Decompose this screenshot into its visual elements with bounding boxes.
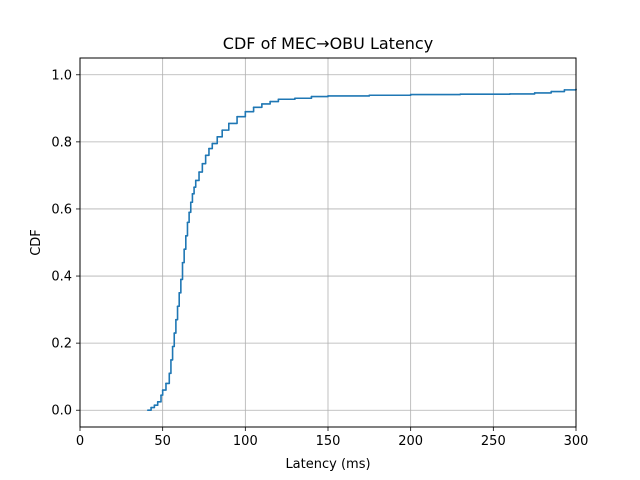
- x-tick-label: 200: [398, 434, 423, 449]
- y-tick-label: 0.8: [51, 135, 72, 150]
- cdf-data-point: [161, 389, 164, 391]
- cdf-data-point: [168, 372, 171, 375]
- cdf-data-point: [533, 92, 536, 94]
- cdf-data-point: [459, 93, 462, 96]
- x-axis-label: Latency (ms): [285, 457, 370, 472]
- cdf-data-point: [201, 162, 204, 165]
- cdf-data-point: [310, 95, 313, 98]
- cdf-data-point: [244, 110, 247, 113]
- x-tick-label: 150: [316, 434, 341, 449]
- cdf-data-point: [173, 332, 176, 334]
- cdf-data-point: [252, 106, 255, 109]
- cdf-data-point: [236, 115, 238, 118]
- cdf-data-point: [175, 318, 177, 321]
- cdf-data-point: [183, 248, 185, 251]
- grid-lines: [79, 58, 577, 427]
- cdf-data-point: [165, 382, 167, 385]
- y-tick-label: 0.4: [51, 270, 72, 285]
- x-tick-label: 250: [481, 434, 506, 449]
- cdf-data-point: [181, 261, 184, 264]
- cdf-data-point: [156, 401, 159, 403]
- cdf-data-point: [368, 94, 371, 97]
- cdf-data-point: [261, 103, 263, 105]
- cdf-data-point: [550, 90, 552, 93]
- axis-ticks: 0 50 100 150 200 250 300 0.0 0.2 0.4 0.6 0.8 1.0: [51, 68, 588, 449]
- cdf-data-point: [198, 171, 200, 173]
- cdf-data-point: [277, 98, 280, 101]
- cdf-data-point: [189, 201, 192, 204]
- x-tick-label: 0: [76, 434, 84, 449]
- y-tick-label: 0.0: [51, 404, 72, 419]
- cdf-data-point: [327, 95, 329, 97]
- y-tick-label: 0.6: [51, 202, 72, 217]
- cdf-data-point: [563, 89, 566, 91]
- cdf-data-point: [216, 136, 219, 138]
- cdf-data-point: [269, 100, 271, 103]
- plot-series: [146, 88, 577, 412]
- chart-title: CDF of MEC→OBU Latency: [223, 34, 433, 53]
- cdf-data-point: [185, 234, 187, 237]
- cdf-data-point: [409, 93, 412, 96]
- cdf-data-point: [170, 359, 172, 361]
- cdf-data-point: [188, 211, 190, 214]
- cdf-data-point: [208, 147, 210, 150]
- cdf-data-point: [176, 305, 179, 308]
- cdf-data-point: [186, 221, 189, 224]
- cdf-data-point: [509, 93, 511, 95]
- cdf-data-point: [228, 122, 230, 125]
- cdf-data-point: [193, 186, 195, 188]
- cdf-data-point: [204, 154, 207, 157]
- x-tick-label: 300: [564, 434, 589, 449]
- y-tick-label: 1.0: [51, 68, 72, 83]
- x-tick-label: 100: [233, 434, 258, 449]
- cdf-data-point: [191, 193, 194, 195]
- cdf-data-point: [211, 142, 214, 145]
- cdf-data-point: [150, 406, 152, 409]
- x-tick-label: 50: [154, 434, 171, 449]
- cdf-data-point: [194, 179, 197, 182]
- cdf-data-point: [180, 278, 182, 281]
- cdf-data-point: [146, 409, 149, 412]
- cdf-data-point: [178, 292, 180, 294]
- cdf-data-point: [294, 97, 296, 100]
- cdf-data-point: [153, 404, 156, 407]
- y-tick-label: 0.2: [51, 337, 72, 352]
- cdf-data-point: [171, 345, 174, 348]
- cdf-data-point: [221, 129, 223, 131]
- cdf-data-point: [160, 394, 162, 396]
- y-axis-label: CDF: [29, 229, 44, 256]
